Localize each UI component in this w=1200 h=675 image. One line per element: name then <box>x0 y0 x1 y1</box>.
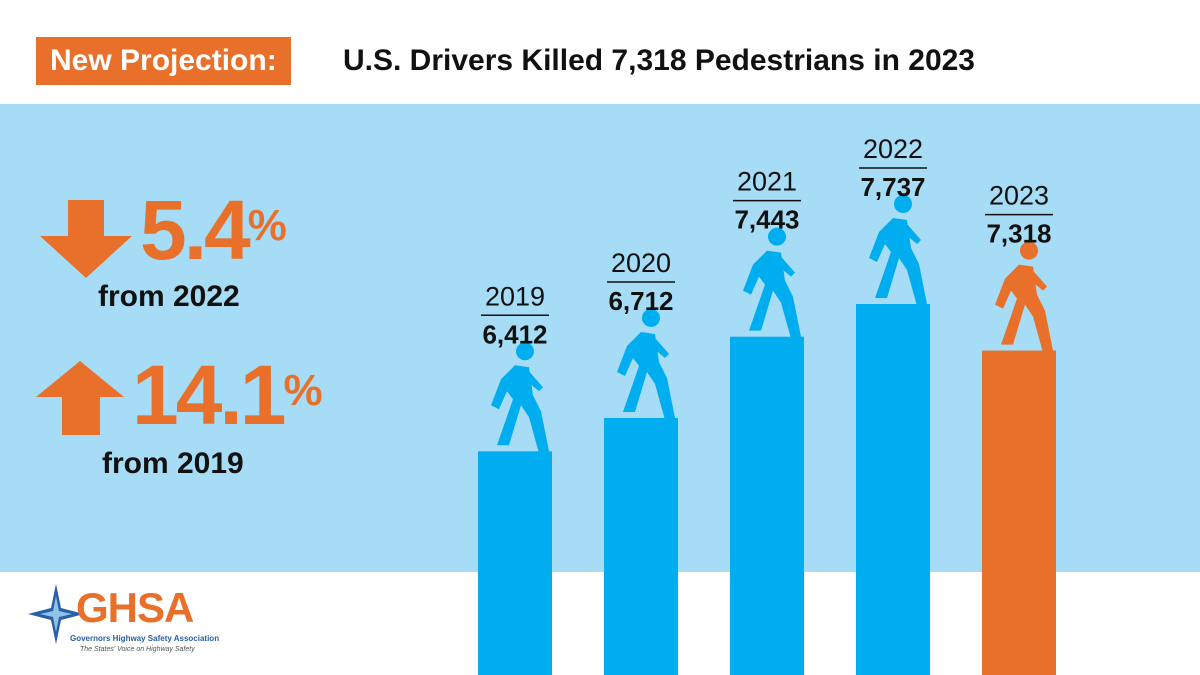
stat-percent: 5.4% <box>140 183 287 277</box>
bar-2021 <box>730 336 804 675</box>
value-label-2019: 6,412 <box>482 319 547 349</box>
pedestrian-icon <box>995 241 1053 353</box>
arrow-down-icon <box>40 200 132 278</box>
pedestrian-icon <box>491 342 549 454</box>
header: New Projection: U.S. Drivers Killed 7,31… <box>0 0 1200 104</box>
logo-wordmark: GHSA <box>76 584 194 631</box>
pedestrian-icon <box>617 308 675 420</box>
arrow-up-icon <box>36 361 124 435</box>
stat-change-2022: 5.4% from 2022 <box>36 180 366 320</box>
stat-change-2019: 14.1% from 2019 <box>36 345 366 485</box>
bar-2023 <box>982 350 1056 675</box>
bar-2020 <box>604 417 678 675</box>
year-label-2020: 2020 <box>611 248 671 278</box>
value-label-2022: 7,737 <box>860 172 925 202</box>
value-label-2023: 7,318 <box>986 219 1051 249</box>
year-label-2022: 2022 <box>863 134 923 164</box>
page-title: U.S. Drivers Killed 7,318 Pedestrians in… <box>343 44 975 77</box>
value-label-2021: 7,443 <box>734 205 799 235</box>
year-label-2021: 2021 <box>737 167 797 197</box>
logo-organization: Governors Highway Safety Association <box>70 634 220 643</box>
compass-star-icon <box>28 584 84 644</box>
year-label-2023: 2023 <box>989 181 1049 211</box>
stat-caption: from 2022 <box>98 280 240 313</box>
logo-tagline: The States' Voice on Highway Safety <box>80 646 195 653</box>
stat-caption: from 2019 <box>102 447 244 480</box>
value-label-2020: 6,712 <box>608 286 673 316</box>
year-label-2019: 2019 <box>485 281 545 311</box>
projection-badge: New Projection: <box>36 37 291 85</box>
pedestrian-icon <box>869 195 927 306</box>
stat-percent: 14.1% <box>132 348 323 442</box>
bar-2022 <box>856 304 930 675</box>
ghsa-logo: GHSA Governors Highway Safety Associatio… <box>28 584 220 664</box>
bar-2019 <box>478 451 552 675</box>
pedestrian-icon <box>743 227 801 339</box>
